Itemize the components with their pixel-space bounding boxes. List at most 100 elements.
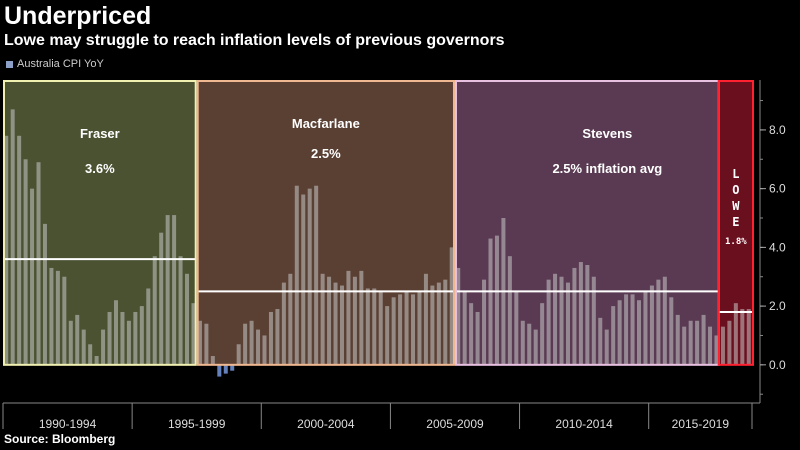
cpi-bar	[55, 270, 60, 365]
lowe-letter: E	[732, 215, 739, 229]
cpi-bar	[430, 285, 435, 365]
cpi-bar	[469, 303, 474, 365]
cpi-bar	[604, 329, 609, 365]
cpi-bar	[385, 306, 390, 365]
cpi-bar	[172, 215, 177, 365]
period-avg-fraser: 3.6%	[85, 161, 115, 176]
x-tick-label: 1995-1999	[168, 417, 226, 431]
cpi-bar	[23, 159, 28, 365]
cpi-bar	[746, 309, 751, 365]
legend-swatch	[6, 60, 13, 68]
region-border-fraser	[3, 80, 197, 366]
cpi-bar	[559, 276, 564, 365]
cpi-bar	[126, 320, 131, 365]
cpi-bar	[320, 273, 325, 365]
cpi-bar	[301, 194, 306, 365]
cpi-bar	[10, 109, 15, 365]
cpi-bar	[708, 326, 713, 365]
period-avg-macfarlane: 2.5%	[311, 146, 341, 161]
cpi-bar	[339, 285, 344, 365]
cpi-bar	[391, 297, 396, 365]
cpi-bar	[191, 303, 196, 365]
cpi-bar	[398, 294, 403, 365]
cpi-bar	[494, 235, 499, 365]
y-tick-label: 4.0	[769, 240, 786, 254]
cpi-bar	[49, 267, 54, 365]
cpi-bar	[411, 294, 416, 365]
cpi-bar	[36, 162, 41, 365]
cpi-bar	[30, 188, 35, 365]
cpi-bar	[443, 279, 448, 365]
source-note: Source: Bloomberg	[4, 432, 116, 446]
cpi-bar	[75, 314, 80, 365]
lowe-letter: L	[732, 167, 739, 181]
cpi-bar	[133, 311, 138, 365]
cpi-bar	[236, 344, 241, 365]
cpi-bar	[514, 291, 519, 365]
y-tick-label: 2.0	[769, 299, 786, 313]
cpi-bar	[68, 320, 73, 365]
cpi-bar	[714, 335, 719, 365]
cpi-bar	[81, 329, 86, 365]
y-tick-label: 8.0	[769, 123, 786, 137]
cpi-bar	[4, 135, 9, 365]
cpi-bar	[637, 300, 642, 365]
cpi-bar	[178, 256, 183, 365]
cpi-bar	[675, 314, 680, 365]
cpi-bar	[204, 323, 209, 365]
legend-label: Australia CPI YoY	[17, 58, 104, 70]
cpi-bar	[540, 303, 545, 365]
cpi-bar	[327, 276, 332, 365]
cpi-bars	[4, 109, 751, 377]
cpi-bar	[17, 135, 22, 365]
cpi-bar	[598, 317, 603, 365]
cpi-bar	[585, 264, 590, 365]
cpi-bar	[733, 303, 738, 365]
cpi-bar	[346, 270, 351, 365]
x-tick-label: 2000-2004	[297, 417, 355, 431]
cpi-bar	[662, 276, 667, 365]
cpi-bar	[462, 291, 467, 365]
cpi-bar	[701, 314, 706, 365]
cpi-bar	[217, 364, 222, 377]
cpi-bar	[378, 291, 383, 365]
cpi-bar	[333, 282, 338, 365]
cpi-bar	[727, 320, 732, 365]
x-tick-label: 2015-2019	[672, 417, 730, 431]
period-name-macfarlane: Macfarlane	[292, 116, 360, 131]
average-lines	[4, 258, 753, 313]
cpi-bar	[617, 300, 622, 365]
cpi-bar	[262, 335, 267, 365]
cpi-bar	[669, 297, 674, 365]
cpi-bar	[488, 238, 493, 365]
cpi-bar	[404, 291, 409, 365]
cpi-bar	[507, 256, 512, 365]
cpi-bar	[688, 320, 693, 365]
cpi-bar	[88, 344, 93, 365]
period-avg-stevens: 2.5% inflation avg	[552, 161, 662, 176]
cpi-bar	[365, 288, 370, 365]
cpi-bar	[591, 276, 596, 365]
cpi-bar	[62, 276, 67, 365]
cpi-bar	[649, 285, 654, 365]
x-tick-label: 1990-1994	[39, 417, 97, 431]
cpi-bar	[565, 282, 570, 365]
cpi-bar	[546, 279, 551, 365]
cpi-bar	[256, 329, 261, 365]
cpi-bar	[624, 294, 629, 365]
y-tick-label: 0.0	[769, 358, 786, 372]
cpi-bar	[695, 320, 700, 365]
cpi-bar	[159, 232, 164, 365]
cpi-bar	[449, 247, 454, 365]
cpi-bar	[223, 364, 228, 374]
lowe-letter: O	[732, 183, 739, 197]
x-tick-label: 2005-2009	[426, 417, 484, 431]
period-labels: Fraser 3.6% Macfarlane 2.5% Stevens 2.5% infl…	[80, 116, 747, 247]
cpi-bar	[249, 320, 254, 365]
region-border-lowe	[717, 80, 754, 366]
cpi-bar	[720, 326, 725, 365]
region-fraser	[3, 81, 197, 365]
legend: Australia CPI YoY	[6, 58, 104, 70]
cpi-bar	[423, 273, 428, 365]
